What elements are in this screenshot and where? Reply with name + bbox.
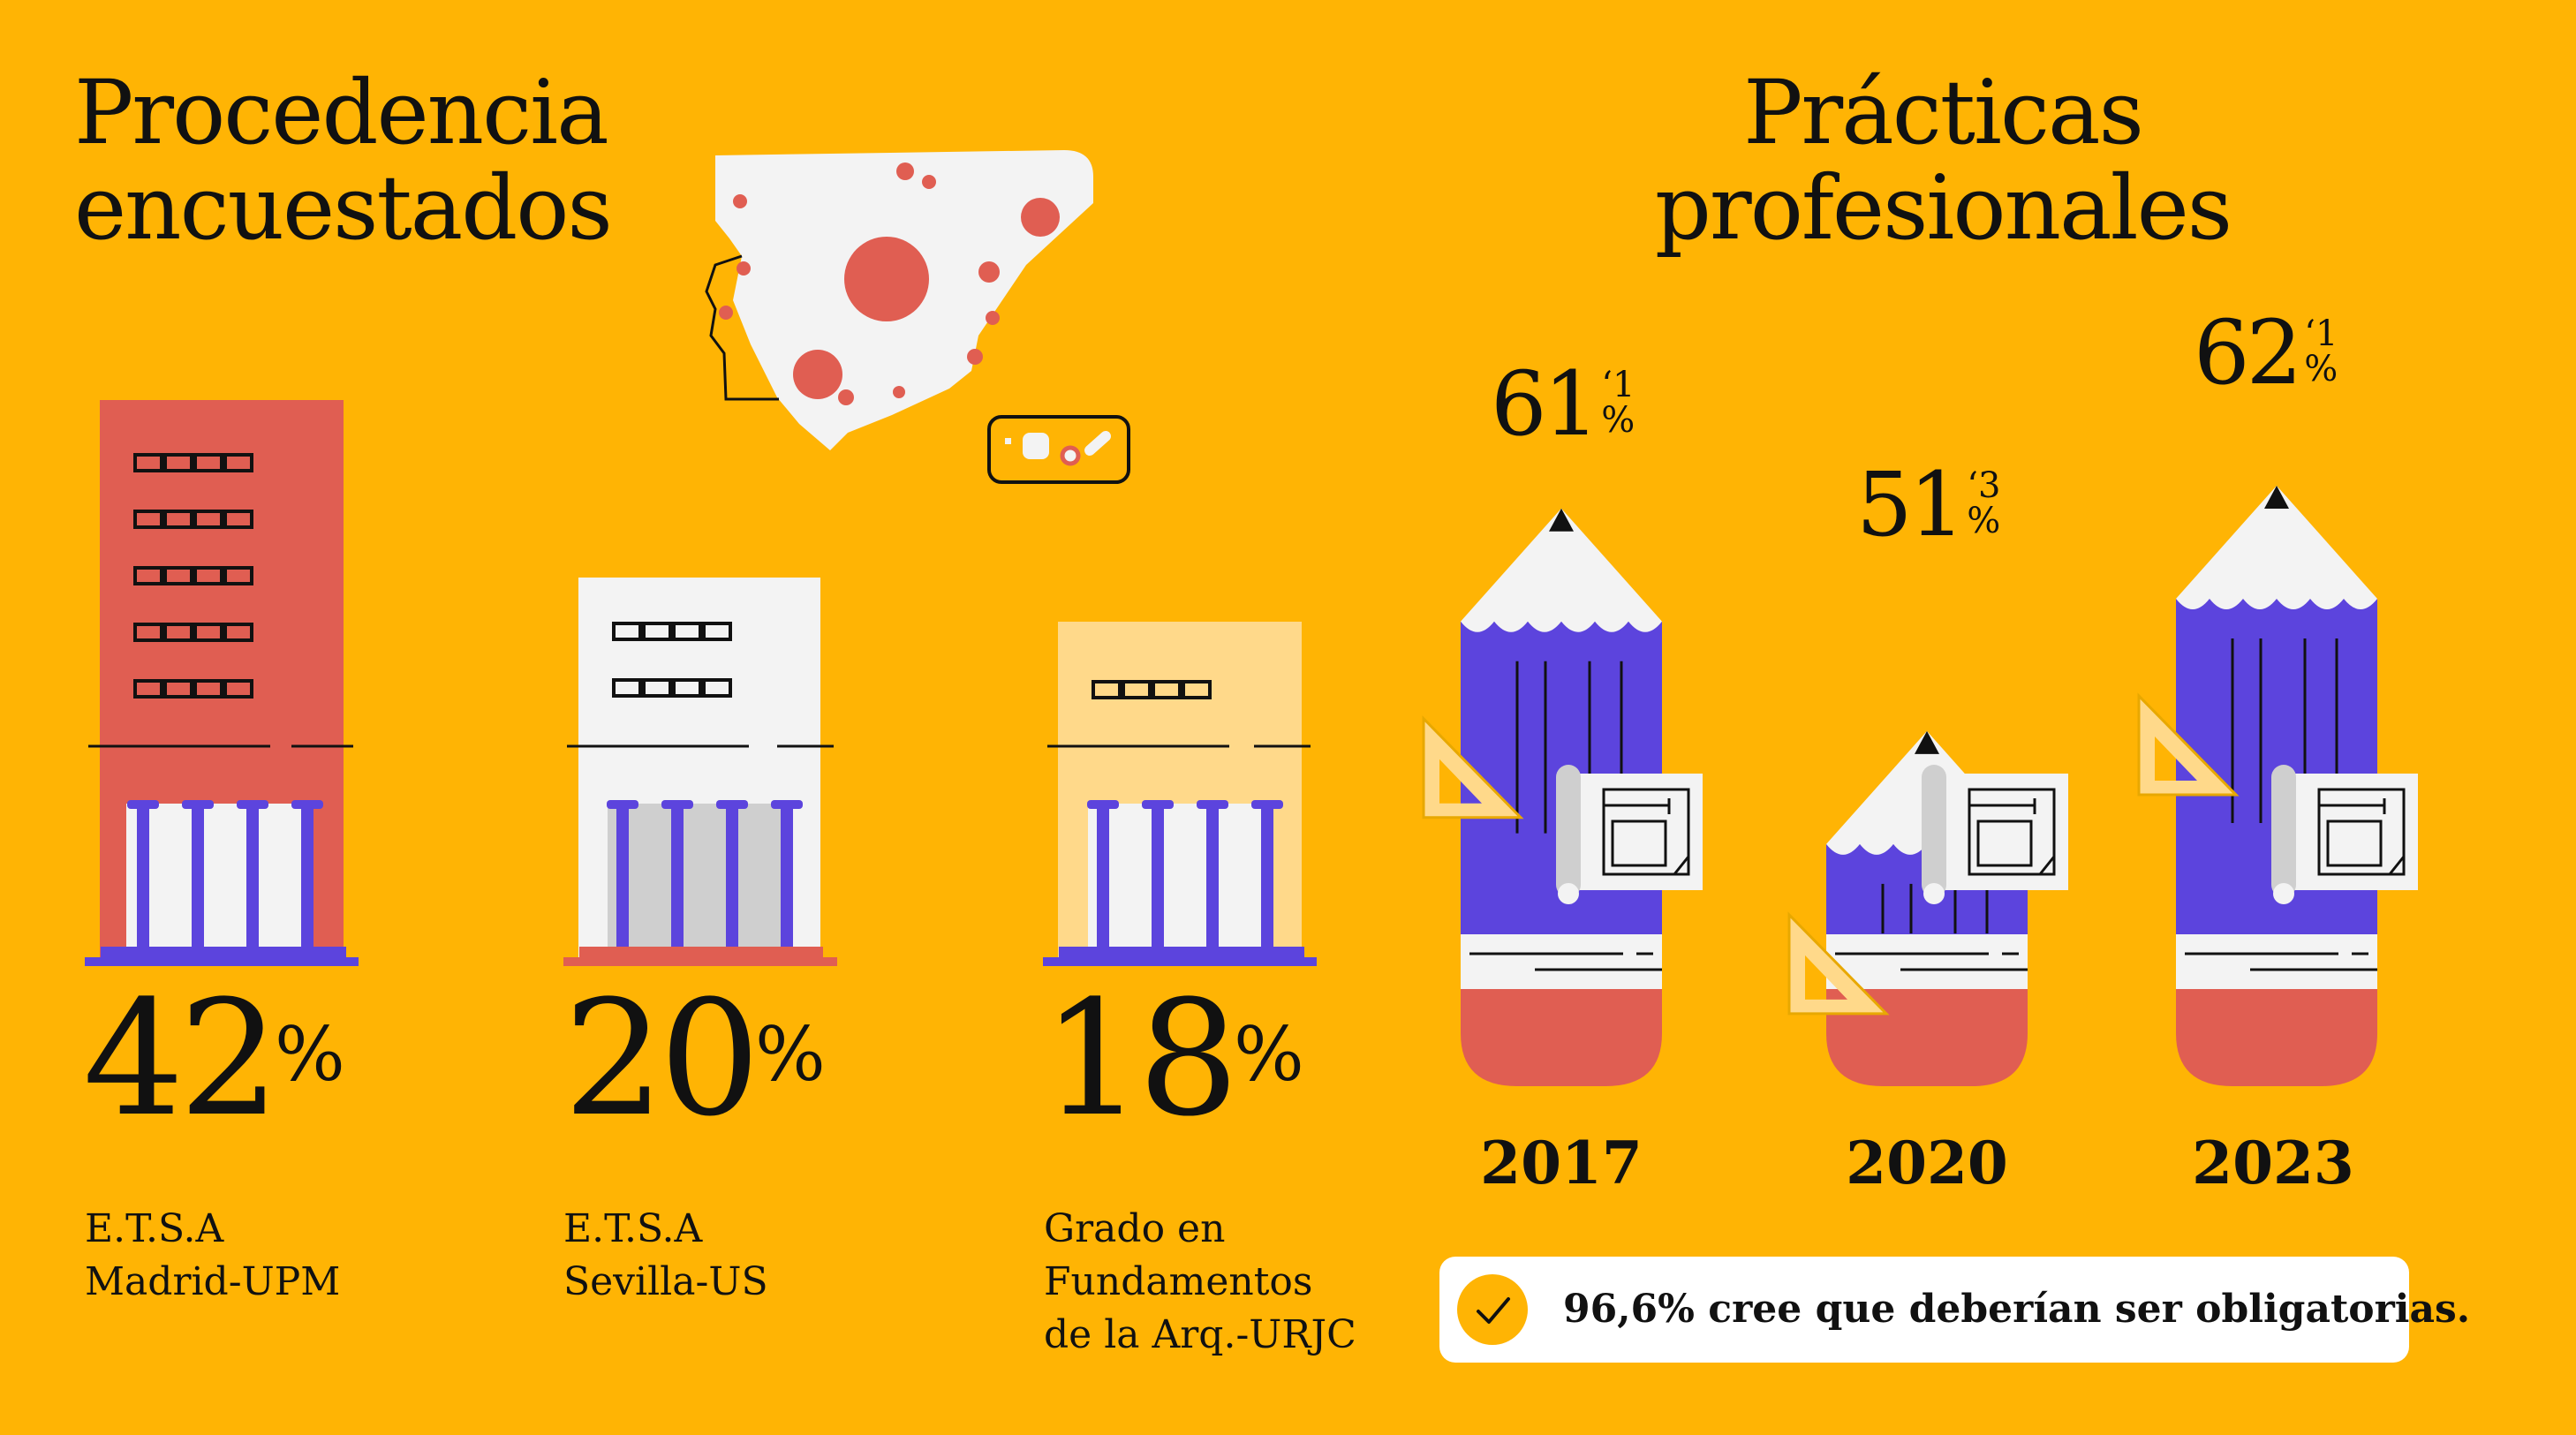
column-icon bbox=[781, 805, 793, 948]
window-icon bbox=[133, 453, 163, 472]
right-section-title: Prácticas profesionales bbox=[1651, 65, 2234, 256]
window-icon bbox=[133, 623, 163, 642]
column-capital bbox=[1087, 800, 1119, 809]
window-icon bbox=[642, 622, 672, 641]
column-capital bbox=[771, 800, 803, 809]
value-label-2017: 61 ‘1% bbox=[1491, 352, 1635, 456]
column-capital bbox=[1197, 800, 1228, 809]
window-icon bbox=[702, 622, 732, 641]
title-line: Prácticas bbox=[1743, 61, 2144, 164]
window-icon bbox=[1092, 680, 1122, 699]
value-label-2023: 62 ‘1% bbox=[2194, 301, 2338, 404]
column-icon bbox=[137, 805, 149, 948]
window-icon bbox=[163, 566, 193, 585]
column-icon bbox=[726, 805, 738, 948]
column-icon bbox=[192, 805, 204, 948]
building-madrid-icon bbox=[85, 400, 359, 966]
window-icon bbox=[133, 566, 163, 585]
column-capital bbox=[1251, 800, 1283, 809]
blueprint-icon bbox=[2271, 765, 2418, 904]
column-icon bbox=[1152, 805, 1164, 948]
window-icon bbox=[223, 510, 253, 529]
window-icon bbox=[1122, 680, 1152, 699]
title-line: Procedencia bbox=[74, 61, 609, 164]
column-icon bbox=[1206, 805, 1219, 948]
window-icon bbox=[223, 453, 253, 472]
window-icon bbox=[193, 679, 223, 699]
pencil-bar-2020 bbox=[1787, 730, 2068, 1086]
year-label-2017: 2017 bbox=[1480, 1129, 1643, 1197]
window-icon bbox=[612, 622, 642, 641]
window-icon bbox=[193, 510, 223, 529]
column-icon bbox=[1261, 805, 1273, 948]
window-icon bbox=[223, 623, 253, 642]
column-capital bbox=[237, 800, 268, 809]
window-icon bbox=[163, 623, 193, 642]
column-icon bbox=[616, 805, 629, 948]
column-icon bbox=[671, 805, 684, 948]
column-icon bbox=[301, 805, 314, 948]
value-label-sevilla: 20% bbox=[563, 967, 826, 1152]
column-capital bbox=[607, 800, 638, 809]
callout-box: 96,6% cree que deberían ser obligatorias… bbox=[1439, 1257, 2470, 1363]
window-icon bbox=[642, 678, 672, 698]
title-line: encuestados bbox=[74, 156, 613, 260]
column-capital bbox=[182, 800, 214, 809]
building-urjc-icon bbox=[1043, 622, 1317, 966]
check-icon bbox=[1457, 1274, 1528, 1345]
window-icon bbox=[163, 453, 193, 472]
pencil-bar-2017 bbox=[1422, 508, 1703, 1086]
window-icon bbox=[133, 510, 163, 529]
value-label-urjc: 18% bbox=[1042, 967, 1304, 1152]
callout-text: 96,6% cree que deberían ser obligatorias… bbox=[1563, 1287, 2471, 1332]
window-icon bbox=[672, 678, 702, 698]
window-icon bbox=[612, 678, 642, 698]
title-line: profesionales bbox=[1654, 156, 2232, 260]
column-capital bbox=[291, 800, 323, 809]
window-icon bbox=[193, 566, 223, 585]
blueprint-icon bbox=[1922, 765, 2068, 904]
value-label-madrid: 42% bbox=[83, 967, 345, 1152]
column-capital bbox=[661, 800, 693, 809]
category-label-urjc: Grado en Fundamentos de la Arq.-URJC bbox=[1044, 1206, 1356, 1357]
column-capital bbox=[127, 800, 159, 809]
window-icon bbox=[1182, 680, 1212, 699]
category-label-sevilla: E.T.S.A Sevilla-US bbox=[563, 1206, 768, 1304]
window-icon bbox=[163, 679, 193, 699]
year-label-2023: 2023 bbox=[2192, 1129, 2354, 1197]
window-icon bbox=[133, 679, 163, 699]
window-icon bbox=[672, 622, 702, 641]
column-capital bbox=[716, 800, 748, 809]
window-icon bbox=[163, 510, 193, 529]
value-label-2020: 51 ‘3% bbox=[1856, 453, 2001, 556]
window-icon bbox=[193, 623, 223, 642]
year-label-2020: 2020 bbox=[1846, 1129, 2008, 1197]
column-capital bbox=[1142, 800, 1174, 809]
window-icon bbox=[223, 679, 253, 699]
pencil-bar-2023 bbox=[2137, 486, 2418, 1086]
column-icon bbox=[246, 805, 259, 948]
pencil-bars bbox=[1422, 486, 2418, 1086]
column-icon bbox=[1097, 805, 1109, 948]
blueprint-icon bbox=[1556, 765, 1703, 904]
window-icon bbox=[1152, 680, 1182, 699]
left-section-title: Procedencia encuestados bbox=[74, 61, 613, 260]
spain-map-icon bbox=[705, 150, 1130, 484]
building-sevilla-icon bbox=[563, 578, 837, 966]
category-label-madrid: E.T.S.A Madrid-UPM bbox=[85, 1206, 341, 1304]
window-icon bbox=[223, 566, 253, 585]
window-icon bbox=[702, 678, 732, 698]
window-icon bbox=[193, 453, 223, 472]
